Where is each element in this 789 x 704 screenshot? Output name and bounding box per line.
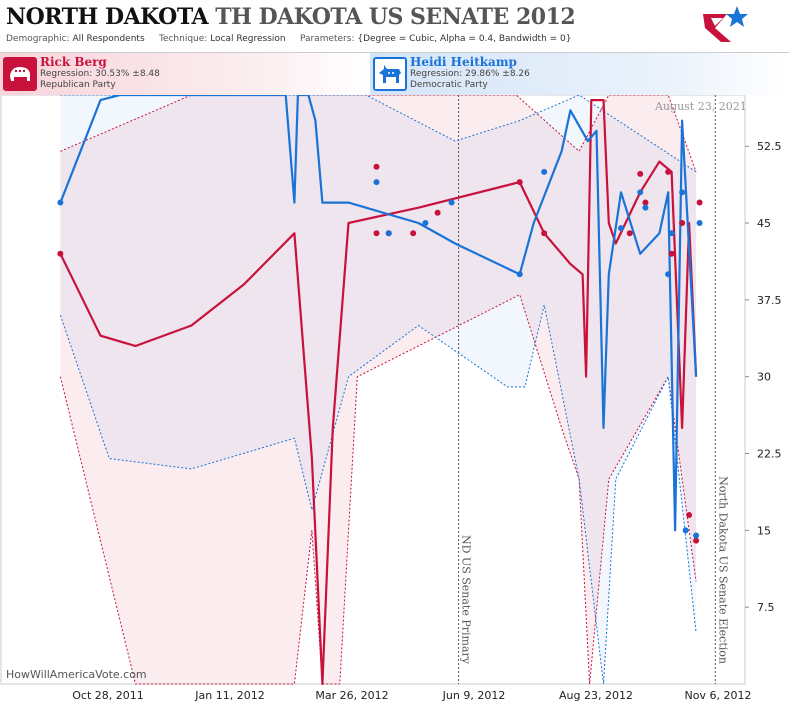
confidence-band — [60, 95, 697, 684]
title-race: TH DAKOTA US SENATE 2012 — [215, 4, 576, 30]
candidate-name: Rick Berg — [40, 55, 107, 69]
data-point[interactable] — [637, 170, 644, 177]
parameters-value: {Degree = Cubic, Alpha = 0.4, Bandwidth … — [357, 34, 572, 44]
x-tick-label: Jan 11, 2012 — [194, 689, 264, 702]
data-point[interactable] — [373, 163, 380, 170]
demographic-value: All Respondents — [72, 34, 145, 44]
data-point[interactable] — [668, 230, 675, 237]
y-tick-label: 22.5 — [757, 448, 782, 461]
regression-chart: ND US Senate Primary North Dakota US Sena… — [0, 95, 782, 702]
y-tick-label: 45 — [757, 217, 771, 230]
data-point[interactable] — [668, 250, 675, 257]
trend-line — [59, 99, 698, 686]
data-point[interactable] — [434, 209, 441, 216]
demographic-label: Demographic: — [6, 34, 70, 44]
data-point[interactable] — [618, 225, 624, 232]
data-point[interactable] — [516, 271, 523, 278]
x-tick-label: Jun 9, 2012 — [442, 689, 506, 702]
candidate-party: Republican Party — [40, 80, 116, 90]
data-point[interactable] — [448, 199, 455, 206]
confidence-band — [60, 95, 697, 684]
parameters-line: Demographic: All Respondents Technique: … — [6, 34, 572, 44]
x-tick-label: Mar 26, 2012 — [315, 689, 388, 702]
candidate-name: Heidi Heitkamp — [410, 55, 517, 69]
data-point[interactable] — [422, 220, 429, 227]
data-point[interactable] — [696, 220, 703, 227]
donkey-icon — [373, 57, 407, 91]
y-tick-label: 52.5 — [757, 140, 782, 153]
y-tick-label: 30 — [757, 371, 771, 384]
data-point[interactable] — [665, 168, 672, 175]
y-tick-label: 37.5 — [757, 294, 782, 307]
parameters-label: Parameters: — [299, 34, 355, 44]
trend-line — [59, 95, 698, 532]
band-lower-line — [59, 304, 697, 685]
band-upper-line — [60, 95, 697, 173]
data-point[interactable] — [686, 511, 693, 518]
watermark: HowWillAmericaVote.com — [6, 668, 147, 681]
elephant-icon — [3, 57, 37, 91]
event-label: North Dakota US Senate Election — [716, 476, 729, 664]
event-label: ND US Senate Primary — [460, 535, 473, 665]
candidate-bar: Rick Berg Regression: 30.53% ±8.48 Repub… — [0, 53, 789, 95]
data-point[interactable] — [541, 230, 548, 237]
data-point[interactable] — [516, 179, 523, 186]
band-lower-line — [59, 293, 697, 685]
data-point[interactable] — [679, 220, 686, 227]
title-state: NORTH DAKOTA — [6, 4, 209, 30]
data-point[interactable] — [57, 250, 64, 257]
x-tick-label: Oct 28, 2011 — [72, 689, 144, 702]
candidate-party: Democratic Party — [410, 80, 488, 90]
data-point[interactable] — [626, 230, 633, 237]
technique-value: Local Regression — [210, 34, 286, 44]
candidate-regression: Regression: 29.86% ±8.26 — [410, 69, 530, 79]
data-point[interactable] — [642, 204, 649, 211]
candidate-democrat[interactable]: Heidi Heitkamp Regression: 29.86% ±8.26 … — [370, 53, 789, 95]
datestamp: August 23, 2021 — [655, 100, 747, 113]
x-tick-label: Nov 6, 2012 — [685, 689, 752, 702]
site-logo-icon — [703, 6, 748, 42]
data-point[interactable] — [682, 527, 689, 534]
data-point[interactable] — [665, 271, 672, 278]
data-point[interactable] — [57, 199, 64, 206]
data-point[interactable] — [373, 230, 380, 237]
x-tick-label: Aug 23, 2012 — [559, 689, 633, 702]
y-tick-label: 7.5 — [757, 601, 775, 614]
data-point[interactable] — [696, 199, 703, 206]
technique-label: Technique: — [158, 34, 208, 44]
data-point[interactable] — [679, 189, 686, 196]
page-title: NORTH DAKOTA TH DAKOTA US SENATE 2012 — [6, 4, 576, 30]
candidate-regression: Regression: 30.53% ±8.48 — [40, 69, 160, 79]
candidate-republican[interactable]: Rick Berg Regression: 30.53% ±8.48 Repub… — [0, 53, 370, 95]
y-tick-label: 15 — [757, 524, 771, 537]
data-point[interactable] — [693, 532, 700, 539]
data-point[interactable] — [385, 230, 392, 237]
data-point[interactable] — [637, 189, 644, 196]
data-point[interactable] — [642, 199, 649, 206]
data-point[interactable] — [410, 230, 417, 237]
chart-header: NORTH DAKOTA TH DAKOTA US SENATE 2012 De… — [0, 0, 789, 53]
data-point[interactable] — [693, 537, 700, 544]
data-point[interactable] — [541, 168, 548, 175]
data-point[interactable] — [373, 179, 380, 186]
